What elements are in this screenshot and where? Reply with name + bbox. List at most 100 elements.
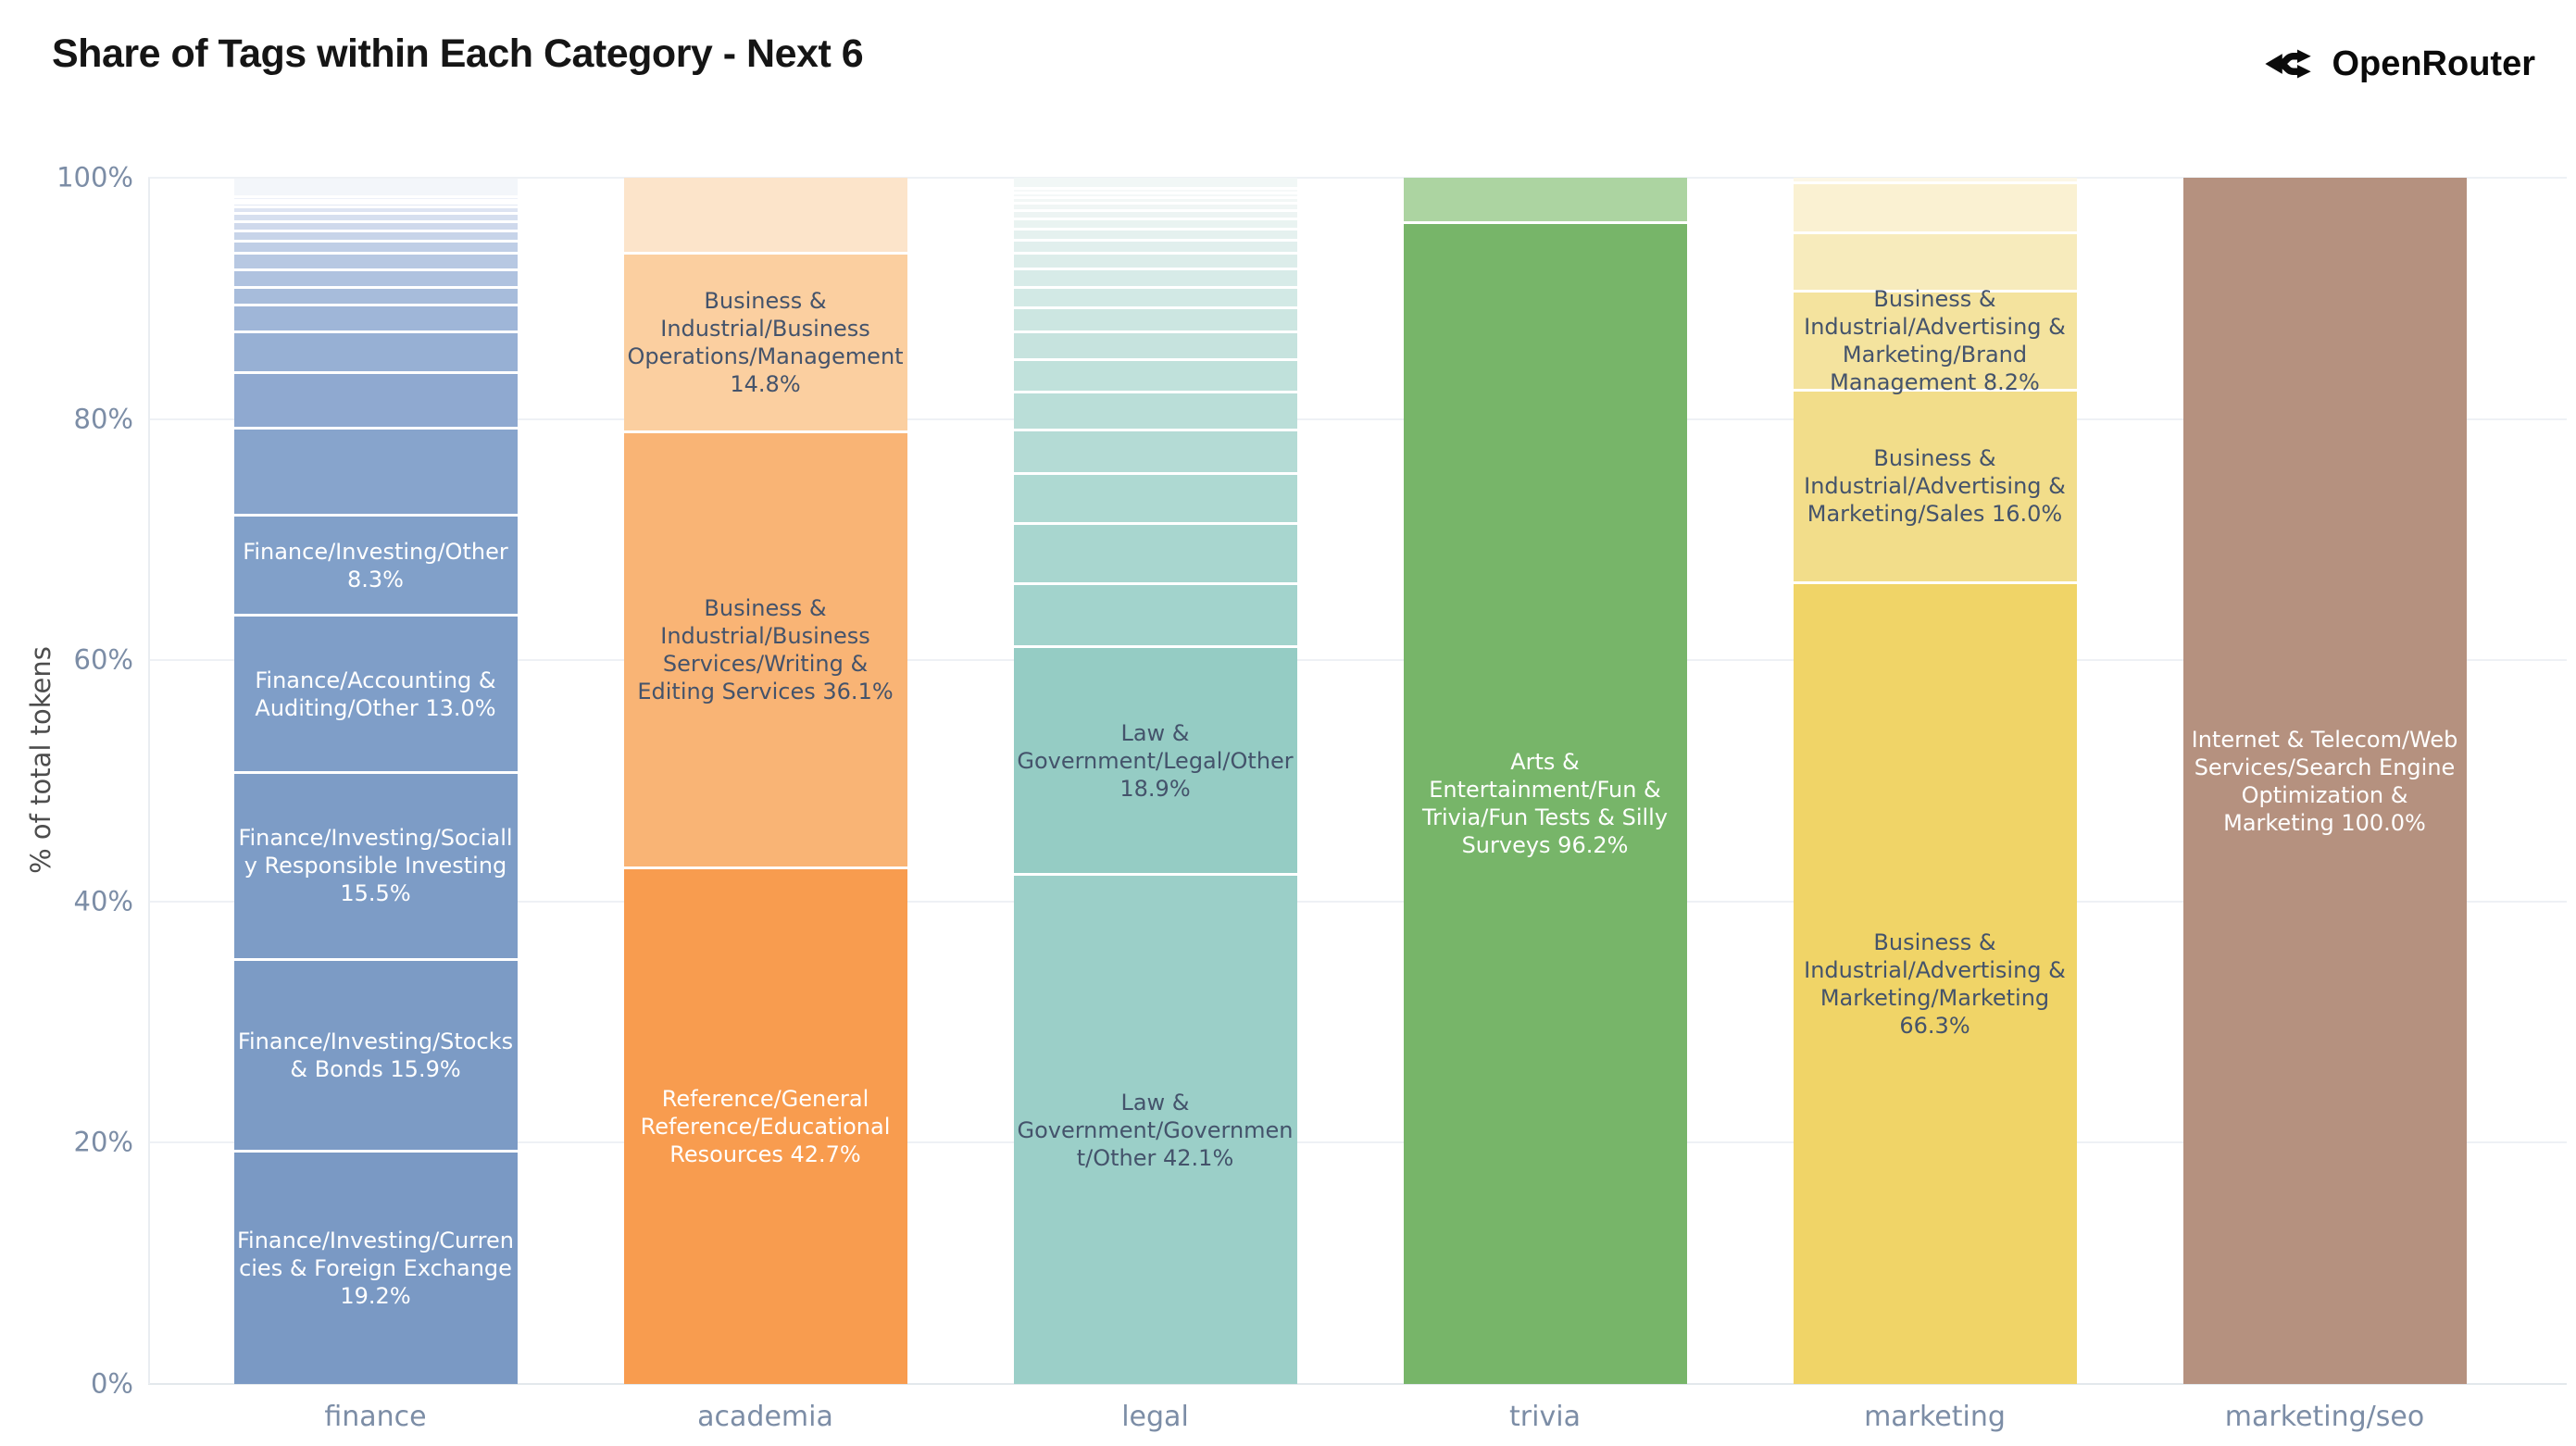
- stacked-bar-legal: Law & Government/Government/Other 42.1% L…: [1013, 178, 1297, 1384]
- gridline: [148, 659, 2567, 662]
- bar-segment: [1013, 212, 1297, 221]
- bar-segment: [1793, 183, 2077, 235]
- bar-segment-label: Business & Industrial/Business Services/…: [637, 594, 894, 704]
- bar-segment: [233, 222, 518, 232]
- bar-segment: [1013, 190, 1297, 194]
- bar-segment: [1013, 430, 1297, 475]
- gridline: [148, 1383, 2567, 1385]
- x-axis-category-labels: finance academia legal trivia marketing marke…: [181, 1401, 2520, 1433]
- gridline: [148, 900, 2567, 903]
- stacked-bar-marketing: Business & Industrial/Advertising & Mark…: [1793, 178, 2077, 1384]
- y-axis-line: [148, 178, 150, 1384]
- bar-segment: [233, 178, 518, 198]
- x-category-label: legal: [1121, 1401, 1189, 1433]
- bar-segment: Finance/Investing/Stocks & Bonds 15.9%: [233, 960, 518, 1153]
- bar-segment: [233, 201, 518, 206]
- bar-segment: [1013, 474, 1297, 526]
- bar-segment: Arts & Entertainment/Fun & Trivia/Fun Te…: [1403, 223, 1687, 1384]
- bar-segment-label: Finance/Investing/Other 8.3%: [243, 538, 508, 592]
- bar-segment: [233, 255, 518, 272]
- bar-segment: [1013, 333, 1297, 362]
- bar-segment: [1793, 178, 2077, 184]
- openrouter-icon: [2263, 37, 2317, 91]
- bar-segment: [1013, 585, 1297, 649]
- bar-segment: Finance/Investing/Other 8.3%: [233, 517, 518, 617]
- bar-segment: Business & Industrial/Business Services/…: [623, 433, 907, 869]
- bar-segment-label: Law & Government/Government/Other 42.1%: [1017, 1089, 1294, 1171]
- bar-segment-label: Finance/Investing/Stocks & Bonds 15.9%: [237, 1028, 514, 1082]
- y-tick-label: 20%: [73, 1126, 133, 1158]
- bar-segment: [1013, 393, 1297, 431]
- bar-slot-marketing: Business & Industrial/Advertising & Mark…: [1740, 178, 2130, 1384]
- bar-segment: [233, 231, 518, 243]
- stacked-bar-academia: Reference/General Reference/Educational …: [623, 178, 907, 1384]
- bar-segment: Reference/General Reference/Educational …: [623, 868, 907, 1384]
- y-tick-label: 100%: [56, 161, 133, 193]
- bar-segment: Business & Industrial/Advertising & Mark…: [1793, 286, 2077, 395]
- bar-segment-label: Finance/Investing/Currencies & Foreign E…: [236, 1227, 514, 1309]
- bar-segment-label: Finance/Investing/Socially Responsible I…: [238, 825, 513, 907]
- bar-segment: Law & Government/Legal/Other 18.9%: [1013, 648, 1297, 877]
- bar-segment: [1013, 270, 1297, 289]
- bar-segment-label: Business & Industrial/Advertising & Mark…: [1804, 445, 2066, 528]
- gridline: [148, 1141, 2567, 1144]
- bar-segment-label: Law & Government/Legal/Other 18.9%: [1017, 719, 1294, 802]
- y-tick-label: 80%: [73, 402, 133, 434]
- bar-segment: Business & Industrial/Business Operation…: [623, 255, 907, 434]
- bar-segment: [1013, 220, 1297, 231]
- bar-segment: Finance/Investing/Currencies & Foreign E…: [233, 1152, 518, 1384]
- bar-slot-trivia: Arts & Entertainment/Fun & Trivia/Fun Te…: [1350, 178, 1740, 1384]
- bar-segment: Business & Industrial/Advertising & Mark…: [1793, 584, 2077, 1384]
- bar-segment: [233, 333, 518, 375]
- bar-segment: [1013, 198, 1297, 206]
- page-title: Share of Tags within Each Category - Nex…: [52, 31, 864, 76]
- bar-segment: [233, 271, 518, 289]
- x-category-label: trivia: [1509, 1401, 1581, 1433]
- bar-segment: [1013, 230, 1297, 243]
- x-category-label: finance: [324, 1401, 427, 1433]
- gridline: [148, 177, 2567, 179]
- bar-segment-label: Internet & Telecom/Web Services/Search E…: [2191, 726, 2458, 836]
- plot-area: Finance/Investing/Currencies & Foreign E…: [181, 178, 2520, 1384]
- bar-segment: [1013, 309, 1297, 334]
- bar-segment-label: Reference/General Reference/Educational …: [640, 1085, 891, 1167]
- bar-slot-academia: Reference/General Reference/Educational …: [570, 178, 960, 1384]
- brand-logo: OpenRouter: [2263, 37, 2535, 91]
- bar-segment: [233, 288, 518, 307]
- bar-segment: [233, 430, 518, 517]
- bar-segment: [1793, 234, 2077, 293]
- bar-segment-label: Finance/Accounting & Auditing/Other 13.0…: [255, 667, 496, 721]
- bar-segment: [1403, 178, 1687, 224]
- bar-segment: Internet & Telecom/Web Services/Search E…: [2182, 178, 2467, 1384]
- bar-segment: [233, 205, 518, 209]
- bar-segment: Finance/Accounting & Auditing/Other 13.0…: [233, 617, 518, 774]
- bar-segment: Law & Government/Government/Other 42.1%: [1013, 876, 1297, 1384]
- bar-segment-label: Business & Industrial/Advertising & Mark…: [1804, 285, 2066, 395]
- brand-name: OpenRouter: [2332, 44, 2535, 83]
- bar-segment: Finance/Investing/Socially Responsible I…: [233, 773, 518, 961]
- bar-segment: [1013, 178, 1297, 191]
- bar-segment: [233, 214, 518, 223]
- bar-segment: [1013, 361, 1297, 394]
- stacked-bar-finance: Finance/Investing/Currencies & Foreign E…: [233, 178, 518, 1384]
- bar-segment: [1013, 193, 1297, 199]
- bar-segment: [1013, 255, 1297, 271]
- y-tick-label: 40%: [73, 885, 133, 917]
- bar-segment: [233, 208, 518, 215]
- bar-segment: [233, 374, 518, 430]
- stacked-bar-trivia: Arts & Entertainment/Fun & Trivia/Fun Te…: [1403, 178, 1687, 1384]
- gridline: [148, 418, 2567, 420]
- bar-segment: [233, 243, 518, 256]
- bar-segment: [233, 306, 518, 334]
- bar-slot-finance: Finance/Investing/Currencies & Foreign E…: [181, 178, 570, 1384]
- bar-segment: [1013, 288, 1297, 310]
- bar-segment: [1013, 525, 1297, 586]
- bar-segment: Business & Industrial/Advertising & Mark…: [1793, 391, 2077, 585]
- bar-slot-legal: Law & Government/Government/Other 42.1% L…: [960, 178, 1350, 1384]
- x-category-label: marketing/seo: [2224, 1401, 2425, 1433]
- bar-segment: [1013, 242, 1297, 256]
- bar-segment: [1013, 205, 1297, 213]
- bar-segment-label: Business & Industrial/Business Operation…: [627, 288, 904, 398]
- bar-slot-marketing-seo: Internet & Telecom/Web Services/Search E…: [2130, 178, 2520, 1384]
